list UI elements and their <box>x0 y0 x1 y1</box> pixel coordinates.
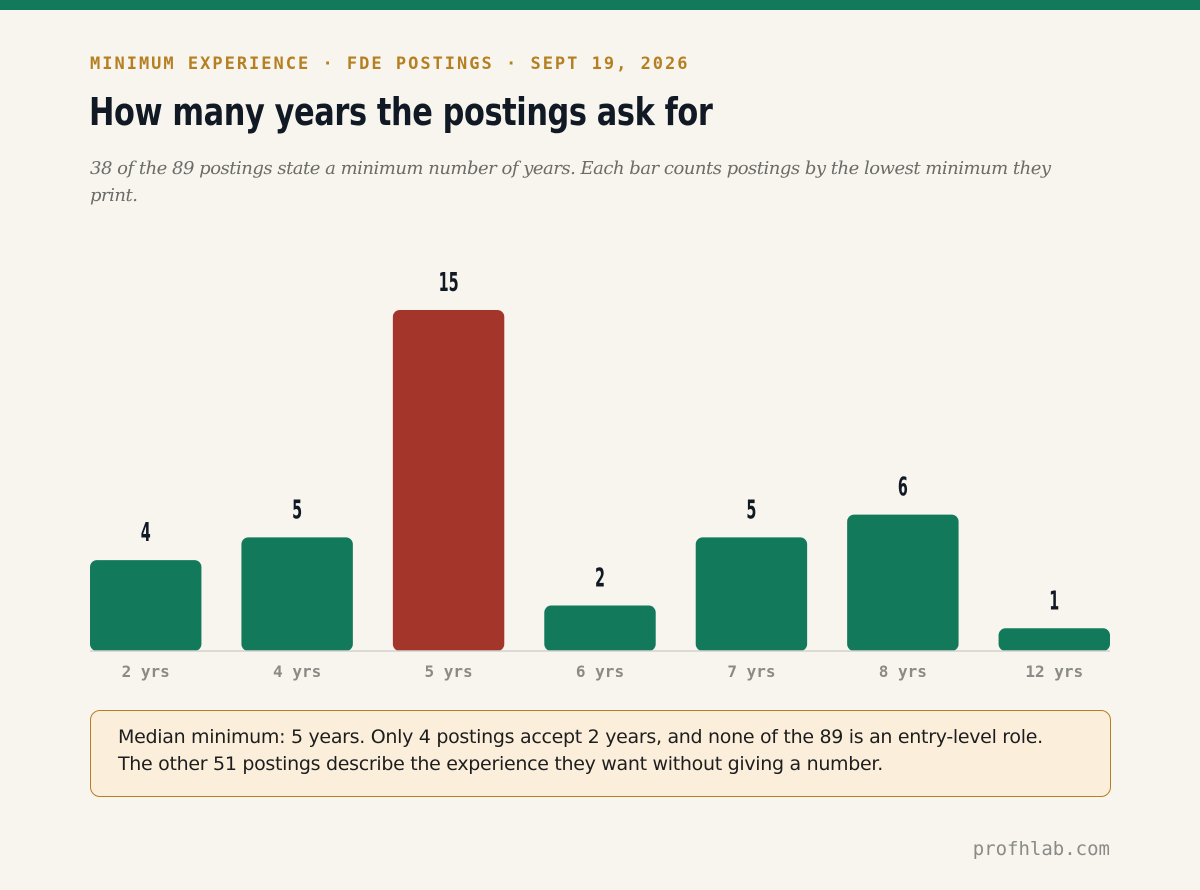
tick-label-7-yrs: 7 yrs <box>727 662 775 681</box>
bar-5-yrs <box>392 310 505 651</box>
bar-8-yrs <box>847 514 959 651</box>
tick-label-5-yrs: 5 yrs <box>424 662 472 681</box>
footer-credit: profhlab.com <box>972 838 1110 860</box>
bar-6-yrs <box>544 605 656 651</box>
bar-7-yrs <box>695 537 808 651</box>
data-label-12-yrs: 1 <box>1049 586 1059 616</box>
data-label-4-yrs: 5 <box>292 495 302 525</box>
top-accent-bar <box>0 0 1200 10</box>
bar-12-yrs <box>998 628 1110 651</box>
bars-layer <box>90 310 1110 651</box>
tick-label-2-yrs: 2 yrs <box>122 662 170 681</box>
subtitle: 38 of the 89 postings state a minimum nu… <box>90 158 1051 206</box>
bar-2-yrs <box>90 560 202 651</box>
data-label-6-yrs: 2 <box>595 564 605 594</box>
insight-callout: Median minimum: 5 years. Only 4 postings… <box>90 710 1111 797</box>
data-label-5-yrs: 15 <box>439 268 459 298</box>
tick-label-8-yrs: 8 yrs <box>879 662 927 681</box>
tick-label-12-yrs: 12 yrs <box>1025 662 1083 681</box>
insight-text: Median minimum: 5 years. Only 4 postings… <box>118 726 1043 775</box>
bar-4-yrs <box>241 537 353 651</box>
data-label-7-yrs: 5 <box>746 495 756 525</box>
kicker: MINIMUM EXPERIENCE · FDE POSTINGS · SEPT… <box>90 54 690 74</box>
tick-label-4-yrs: 4 yrs <box>273 662 321 681</box>
tick-label-6-yrs: 6 yrs <box>576 662 624 681</box>
data-label-8-yrs: 6 <box>898 473 908 503</box>
data-label-2-yrs: 4 <box>141 518 151 548</box>
labels-layer: 4 2 yrs 5 4 yrs 15 5 yrs 2 6 yrs 5 7 yrs 6 8 yrs 1 12… <box>122 268 1084 681</box>
page-title: How many years the postings ask for <box>89 90 713 134</box>
